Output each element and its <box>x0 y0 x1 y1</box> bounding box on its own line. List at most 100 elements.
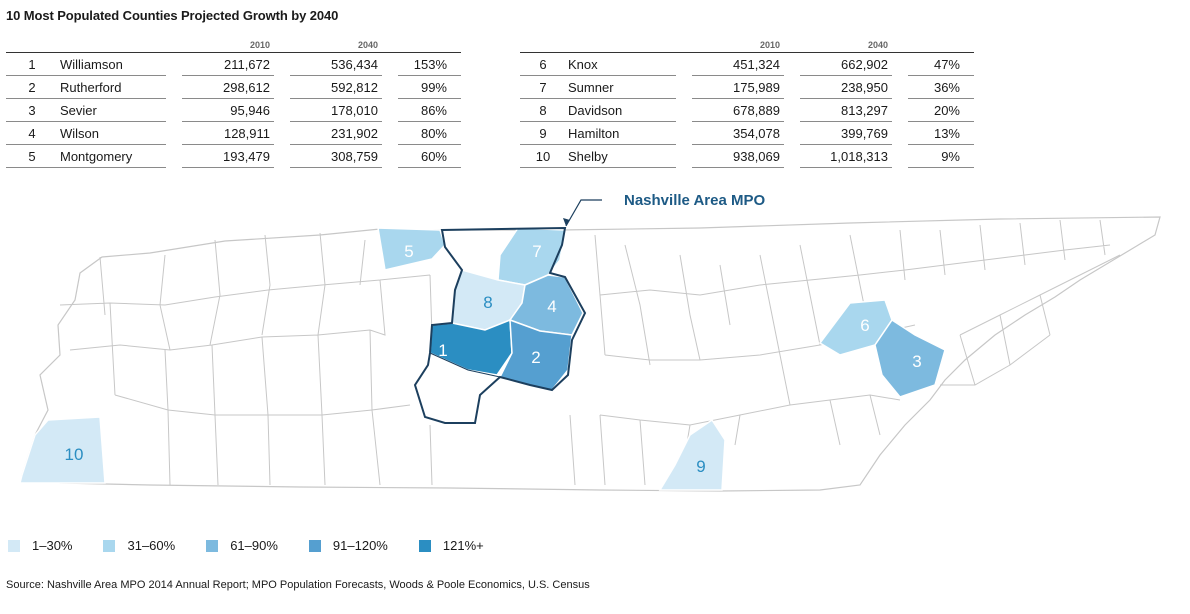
table-row: 4 Wilson 128,911 231,902 80% <box>6 121 461 145</box>
growth-percent: 13% <box>908 121 974 145</box>
growth-percent: 153% <box>398 52 461 76</box>
county-montgomery <box>377 227 446 271</box>
legend-label: 121%+ <box>442 538 484 553</box>
rank: 10 <box>520 144 566 168</box>
pop-2010: 128,911 <box>182 121 274 145</box>
legend-item: 61–90% <box>206 538 278 553</box>
county-name: Shelby <box>566 144 676 168</box>
county-number-10: 10 <box>65 445 84 464</box>
nashville-mpo-boundary <box>413 226 587 424</box>
growth-percent: 36% <box>908 75 974 99</box>
growth-percent: 9% <box>908 144 974 168</box>
pop-2040: 178,010 <box>290 98 382 122</box>
mpo-label: Nashville Area MPO <box>624 192 765 209</box>
header-2010: 2010 <box>182 36 274 53</box>
growth-percent: 80% <box>398 121 461 145</box>
state-outline <box>21 216 1161 492</box>
pop-2010: 298,612 <box>182 75 274 99</box>
maury-boundary <box>429 352 501 378</box>
growth-table-right: 2010 2040 6 Knox 451,324 662,902 47% 7 Sumner 1… <box>520 36 974 168</box>
pop-2040: 662,902 <box>800 52 892 76</box>
county-number-6: 6 <box>860 316 869 335</box>
county-name: Sevier <box>58 98 166 122</box>
county-number-2: 2 <box>531 348 540 367</box>
rank: 3 <box>6 98 58 122</box>
county-number-5: 5 <box>404 242 413 261</box>
table-header: 2010 2040 <box>6 36 461 53</box>
county-name: Hamilton <box>566 121 676 145</box>
page-title: 10 Most Populated Counties Projected Gro… <box>6 8 339 23</box>
rank: 5 <box>6 144 58 168</box>
growth-percent: 47% <box>908 52 974 76</box>
table-row: 5 Montgomery 193,479 308,759 60% <box>6 144 461 168</box>
pop-2040: 399,769 <box>800 121 892 145</box>
source-note: Source: Nashville Area MPO 2014 Annual R… <box>6 579 590 591</box>
pop-2010: 193,479 <box>182 144 274 168</box>
county-name: Knox <box>566 52 676 76</box>
legend-label: 61–90% <box>230 538 278 553</box>
county-number-3: 3 <box>912 352 921 371</box>
county-shelby <box>19 416 106 484</box>
table-row: 2 Rutherford 298,612 592,812 99% <box>6 75 461 99</box>
county-number-1: 1 <box>438 341 447 360</box>
header-2040: 2040 <box>800 36 892 53</box>
rank: 4 <box>6 121 58 145</box>
legend-swatch <box>103 539 116 552</box>
table-header: 2010 2040 <box>520 36 974 53</box>
growth-percent: 86% <box>398 98 461 122</box>
growth-table-left: 2010 2040 1 Williamson 211,672 536,434 153% 2… <box>6 36 461 168</box>
county-name: Williamson <box>58 52 166 76</box>
legend-label: 91–120% <box>332 538 388 553</box>
pop-2040: 1,018,313 <box>800 144 892 168</box>
county-name: Wilson <box>58 121 166 145</box>
legend-swatch <box>418 539 431 552</box>
table-row: 8 Davidson 678,889 813,297 20% <box>520 98 974 122</box>
pop-2040: 813,297 <box>800 98 892 122</box>
legend-label: 1–30% <box>32 538 73 553</box>
growth-percent: 20% <box>908 98 974 122</box>
pop-2010: 451,324 <box>692 52 784 76</box>
pop-2040: 231,902 <box>290 121 382 145</box>
pop-2010: 95,946 <box>182 98 274 122</box>
county-number-9: 9 <box>696 457 705 476</box>
table-row: 7 Sumner 175,989 238,950 36% <box>520 75 974 99</box>
legend-item: 91–120% <box>308 538 388 553</box>
tennessee-county-map: Nashville Area MPO 1 2 3 4 5 6 7 8 9 10 <box>19 192 1161 492</box>
pop-2040: 238,950 <box>800 75 892 99</box>
legend-swatch <box>8 539 20 552</box>
callout-arrowhead <box>563 218 570 226</box>
pop-2040: 536,434 <box>290 52 382 76</box>
pop-2010: 211,672 <box>182 52 274 76</box>
county-name: Montgomery <box>58 144 166 168</box>
legend-swatch <box>206 539 219 552</box>
county-name: Rutherford <box>58 75 166 99</box>
mpo-callout-line <box>565 199 602 227</box>
pop-2010: 354,078 <box>692 121 784 145</box>
rank: 7 <box>520 75 566 99</box>
pop-2010: 938,069 <box>692 144 784 168</box>
county-boundaries <box>59 219 1121 486</box>
pop-2040: 308,759 <box>290 144 382 168</box>
county-name: Sumner <box>566 75 676 99</box>
table-row: 1 Williamson 211,672 536,434 153% <box>6 52 461 76</box>
header-2010: 2010 <box>692 36 784 53</box>
county-number-7: 7 <box>532 242 541 261</box>
county-sevier <box>874 318 946 398</box>
header-2040: 2040 <box>290 36 382 53</box>
legend-item: 31–60% <box>103 538 175 553</box>
rank: 1 <box>6 52 58 76</box>
county-number-8: 8 <box>483 293 492 312</box>
rank: 2 <box>6 75 58 99</box>
table-row: 3 Sevier 95,946 178,010 86% <box>6 98 461 122</box>
pop-2010: 678,889 <box>692 98 784 122</box>
table-row: 10 Shelby 938,069 1,018,313 9% <box>520 144 974 168</box>
growth-percent: 60% <box>398 144 461 168</box>
county-name: Davidson <box>566 98 676 122</box>
legend: 1–30% 31–60% 61–90% 91–120% 121%+ <box>8 538 515 553</box>
legend-label: 31–60% <box>127 538 176 553</box>
rank: 8 <box>520 98 566 122</box>
legend-item: 1–30% <box>8 538 72 553</box>
table-row: 6 Knox 451,324 662,902 47% <box>520 52 974 76</box>
legend-swatch <box>308 539 321 552</box>
growth-percent: 99% <box>398 75 461 99</box>
